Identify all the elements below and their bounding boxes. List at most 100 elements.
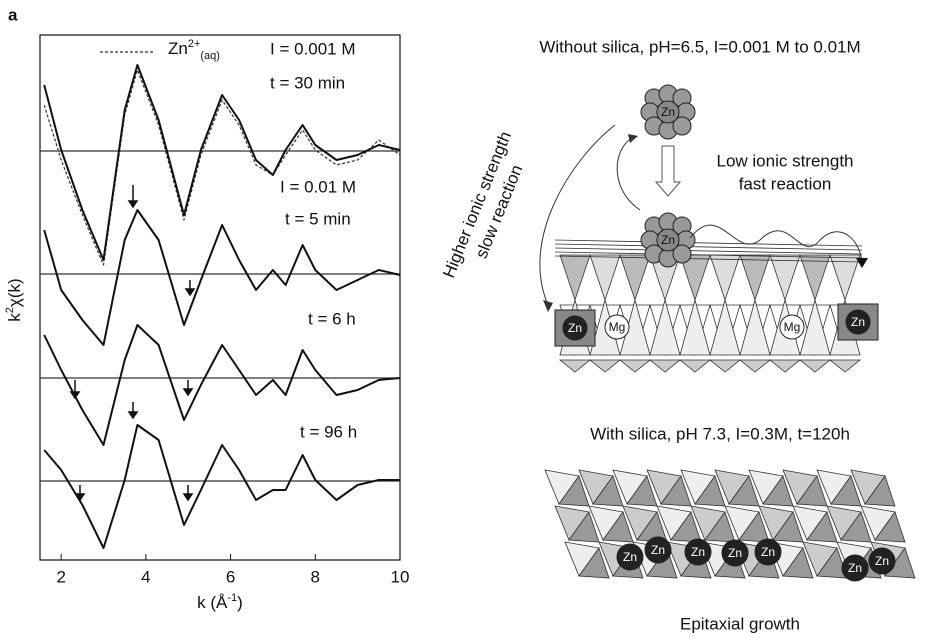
tetrahedron: [648, 359, 682, 373]
zn-label: Zn: [568, 321, 582, 335]
atom: [656, 228, 680, 252]
tetrahedron: [769, 254, 801, 302]
tetrahedron: [799, 298, 831, 356]
tetrahedron: [799, 254, 831, 302]
atom: [754, 538, 782, 566]
tetrahedron: [728, 475, 760, 507]
arrow-head: [127, 411, 139, 420]
zn-label: Zn: [851, 315, 865, 329]
tetrahedron: [798, 359, 832, 373]
tetrahedron: [816, 547, 848, 579]
layer-line: [554, 239, 863, 247]
curved-arrow: [616, 137, 641, 211]
atom: [644, 536, 672, 564]
tetrahedron: [660, 475, 692, 507]
arrow-head: [628, 134, 638, 143]
spectrum-line: [43, 69, 401, 266]
tetrahedron: [708, 359, 742, 373]
tetrahedron: [588, 359, 622, 373]
tetrahedron: [559, 254, 591, 302]
atom: [604, 314, 630, 340]
tetrahedron: [619, 254, 651, 302]
arrow-head: [856, 258, 868, 268]
spectrum-line: [43, 324, 401, 446]
tetrahedron: [738, 511, 770, 543]
legend-label: Zn2+(aq): [168, 38, 220, 62]
layer-line: [554, 255, 863, 263]
tetrahedron: [840, 511, 872, 543]
mg-label: Mg: [609, 320, 626, 334]
legend-label-part: 2+: [188, 38, 201, 50]
tetrahedron: [796, 475, 828, 507]
tetrahedron: [568, 511, 600, 543]
tetrahedron: [739, 254, 771, 302]
tetrahedron: [739, 298, 771, 356]
tetrahedron: [828, 359, 862, 373]
atom: [779, 314, 805, 340]
atom: [845, 309, 871, 335]
tetrahedron: [589, 254, 621, 302]
atom: [721, 539, 749, 567]
curve-label: t = 30 min: [270, 73, 345, 92]
tetrahedron: [762, 475, 794, 507]
arrow-head: [127, 200, 139, 209]
atom: [841, 554, 869, 582]
y-axis-label: k2χ(k): [4, 278, 25, 321]
arrow-head: [74, 493, 86, 502]
zn-label: Zn: [728, 546, 742, 560]
zn-label: Zn: [623, 550, 637, 564]
x-axis-label-part: ): [237, 593, 243, 612]
spectrum-line: [43, 64, 401, 261]
atom: [672, 244, 692, 264]
tetrahedron: [704, 511, 736, 543]
atom: [562, 315, 588, 341]
atom: [656, 100, 680, 124]
fast-label: fast reaction: [739, 174, 832, 193]
zn-label: Zn: [661, 233, 675, 247]
layer-line: [554, 247, 863, 255]
tetrahedron: [592, 475, 624, 507]
zn-label: Zn: [761, 545, 775, 559]
zn-label: Zn: [848, 561, 862, 575]
y-axis-label-part: 2: [4, 307, 16, 313]
x-axis-label-part: -1: [227, 592, 237, 604]
tetrahedron: [709, 254, 741, 302]
layer-line: [554, 251, 863, 259]
tetrahedron: [738, 359, 772, 373]
tetrahedron: [558, 475, 590, 507]
spectrum-line: [43, 424, 400, 549]
x-axis-label-part: k (Å: [197, 593, 228, 612]
atom: [868, 547, 896, 575]
x-tick-label: 8: [311, 567, 320, 586]
diagram-title: With silica, pH 7.3, I=0.3M, t=120h: [590, 424, 850, 443]
annotation-arrows: [69, 185, 196, 502]
plot: 2 4 6 8 10k (Å-1)k2χ(k)Zn2+(aq) I = 0.001 Mt …: [4, 38, 410, 613]
arrow-head: [69, 391, 81, 400]
tetrahedron: [829, 254, 861, 302]
tetrahedron: [830, 475, 862, 507]
x-tick-label: 4: [141, 567, 150, 586]
curve-label: t = 96 h: [300, 422, 357, 441]
atom: [684, 538, 712, 566]
zn-label: Zn: [875, 554, 889, 568]
tetrahedron: [558, 359, 592, 373]
tetrahedron: [768, 359, 802, 373]
y-axis-label-part: χ(k): [5, 278, 24, 307]
mineral-layer: [554, 239, 863, 373]
tetrahedron: [678, 359, 712, 373]
tetrahedron: [618, 359, 652, 373]
tetrahedron: [709, 298, 741, 356]
tetrahedron: [874, 511, 906, 543]
tetrahedron: [782, 547, 814, 579]
tetrahedron: [670, 511, 702, 543]
zn-label: Zn: [651, 543, 665, 557]
tetrahedron: [649, 298, 681, 356]
legend-label-part: Zn: [168, 39, 188, 58]
arrow-head: [182, 388, 194, 397]
diagram: Without silica, pH=6.5, I=0.001 M to 0.0…: [439, 37, 916, 633]
x-tick-label: 10: [391, 567, 410, 586]
curve-label: t = 5 min: [285, 209, 351, 228]
caption: Epitaxial growth: [680, 614, 800, 633]
diagram-title: Without silica, pH=6.5, I=0.001 M to 0.0…: [539, 37, 860, 56]
